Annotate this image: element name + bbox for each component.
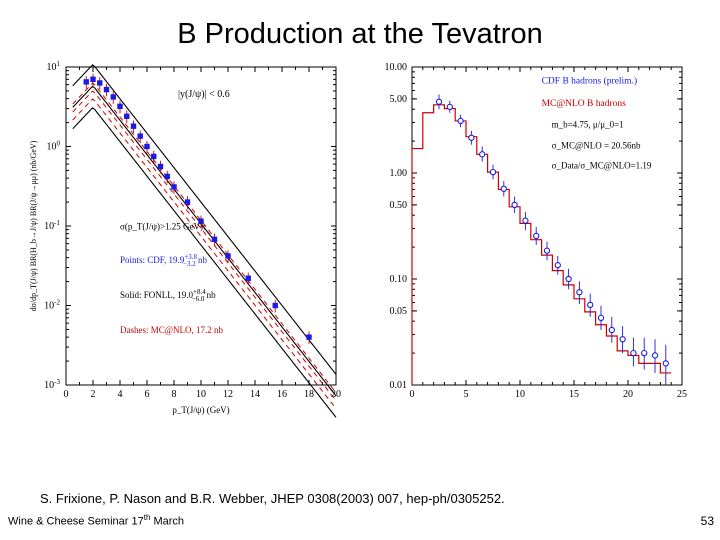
svg-text:20: 20 (623, 389, 633, 400)
svg-text:σ_Data/σ_MC@NLO=1.19: σ_Data/σ_MC@NLO=1.19 (552, 161, 652, 171)
svg-text:CDF B hadrons (prelim.): CDF B hadrons (prelim.) (542, 75, 638, 86)
svg-text:m_b=4.75, μ/μ_0=1: m_b=4.75, μ/μ_0=1 (552, 119, 624, 129)
svg-text:12: 12 (223, 389, 233, 400)
svg-text:0.05: 0.05 (390, 306, 408, 317)
svg-text:5: 5 (464, 389, 469, 400)
left-chart: 0246810121416182010-310-210-1100101p_T(J… (22, 57, 352, 432)
svg-text:1.00: 1.00 (390, 168, 408, 179)
page-number: 53 (701, 514, 714, 528)
svg-text:14: 14 (250, 389, 260, 400)
svg-text:101: 101 (47, 60, 61, 73)
svg-text:p_T(J/ψ) (GeV): p_T(J/ψ) (GeV) (172, 405, 229, 415)
svg-text:4: 4 (118, 389, 123, 400)
svg-text:Points: CDF, 19.9+3.8−3.2 nb: Points: CDF, 19.9+3.8−3.2 nb (120, 253, 207, 268)
svg-text:100: 100 (47, 140, 61, 153)
svg-text:15: 15 (569, 389, 579, 400)
svg-text:18: 18 (304, 389, 314, 400)
svg-text:MC@NLO B hadrons: MC@NLO B hadrons (542, 99, 627, 109)
svg-text:0: 0 (64, 389, 69, 400)
svg-text:8: 8 (172, 389, 177, 400)
citation-text: S. Frixione, P. Nason and B.R. Webber, J… (40, 491, 505, 506)
svg-text:σ(p_T(J/ψ)>1.25 GeV):: σ(p_T(J/ψ)>1.25 GeV): (120, 222, 206, 232)
svg-text:10: 10 (196, 389, 206, 400)
svg-text:|y(J/ψ)| < 0.6: |y(J/ψ)| < 0.6 (178, 89, 230, 100)
svg-text:0: 0 (410, 389, 415, 400)
footer-tail: March (150, 516, 184, 528)
svg-text:6: 6 (145, 389, 150, 400)
right-chart: 0 5 10 15 20 25 0.01 0.05 0.10 0.50 1.00 5.00 10.00 C… (368, 57, 698, 432)
svg-text:5.00: 5.00 (390, 94, 408, 105)
svg-text:10-2: 10-2 (44, 299, 60, 312)
footer-left: Wine & Cheese Seminar 17th March (8, 513, 184, 528)
svg-text:2: 2 (91, 389, 96, 400)
svg-text:10.00: 10.00 (385, 62, 408, 73)
svg-text:10-1: 10-1 (44, 219, 60, 232)
slide-title: B Production at the Tevatron (0, 0, 720, 57)
svg-text:0.01: 0.01 (390, 380, 408, 391)
svg-text:10: 10 (515, 389, 525, 400)
svg-text:25: 25 (677, 389, 687, 400)
svg-text:0.50: 0.50 (390, 200, 408, 211)
chart-row: 0246810121416182010-310-210-1100101p_T(J… (0, 57, 720, 432)
svg-text:16: 16 (277, 389, 287, 400)
svg-text:σ_MC@NLO = 20.56nb: σ_MC@NLO = 20.56nb (552, 141, 641, 151)
svg-text:Solid: FONLL, 19.0+8.4−6.0 nb: Solid: FONLL, 19.0+8.4−6.0 nb (120, 288, 216, 303)
svg-text:10-3: 10-3 (44, 378, 60, 391)
svg-text:0.10: 0.10 (390, 274, 408, 285)
svg-text:Dashes: MC@NLO, 17.2 nb: Dashes: MC@NLO, 17.2 nb (120, 325, 224, 335)
svg-text:dσ/dp_T(J/ψ) BR(H_b→J/ψ) BR(J/: dσ/dp_T(J/ψ) BR(H_b→J/ψ) BR(J/ψ→μμ) (nb/… (29, 140, 38, 311)
footer-text: Wine & Cheese Seminar 17 (8, 516, 144, 528)
